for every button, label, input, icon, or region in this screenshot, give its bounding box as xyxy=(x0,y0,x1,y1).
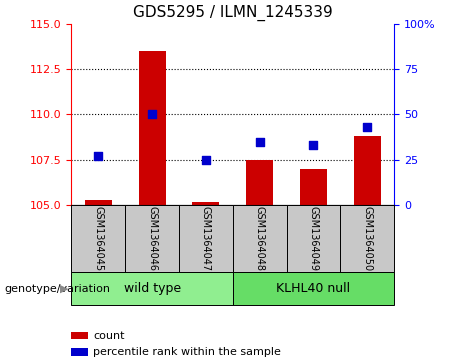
Bar xyxy=(193,202,219,205)
Bar xyxy=(139,51,165,205)
Bar xyxy=(340,205,394,272)
Text: GSM1364050: GSM1364050 xyxy=(362,206,372,271)
Point xyxy=(256,139,263,144)
Text: wild type: wild type xyxy=(124,282,181,295)
Point xyxy=(364,124,371,130)
Point xyxy=(95,153,102,159)
Text: GSM1364046: GSM1364046 xyxy=(147,206,157,271)
Bar xyxy=(179,205,233,272)
Bar xyxy=(354,136,381,205)
Bar xyxy=(71,348,88,356)
Text: percentile rank within the sample: percentile rank within the sample xyxy=(94,347,281,357)
Text: genotype/variation: genotype/variation xyxy=(5,284,111,294)
Text: ▶: ▶ xyxy=(60,284,69,294)
Text: KLHL40 null: KLHL40 null xyxy=(277,282,350,295)
Text: GSM1364049: GSM1364049 xyxy=(308,206,319,271)
Bar xyxy=(85,200,112,205)
Title: GDS5295 / ILMN_1245339: GDS5295 / ILMN_1245339 xyxy=(133,5,333,21)
Text: GSM1364045: GSM1364045 xyxy=(93,206,103,271)
Bar xyxy=(125,205,179,272)
Bar xyxy=(71,272,233,305)
Point xyxy=(202,157,210,163)
Text: GSM1364048: GSM1364048 xyxy=(254,206,265,271)
Bar xyxy=(246,160,273,205)
Bar xyxy=(233,272,394,305)
Text: GSM1364047: GSM1364047 xyxy=(201,206,211,271)
Point xyxy=(148,111,156,117)
Text: count: count xyxy=(94,331,125,341)
Bar xyxy=(233,205,287,272)
Bar xyxy=(71,205,125,272)
Bar xyxy=(287,205,340,272)
Bar xyxy=(71,332,88,339)
Bar xyxy=(300,169,327,205)
Point xyxy=(310,142,317,148)
